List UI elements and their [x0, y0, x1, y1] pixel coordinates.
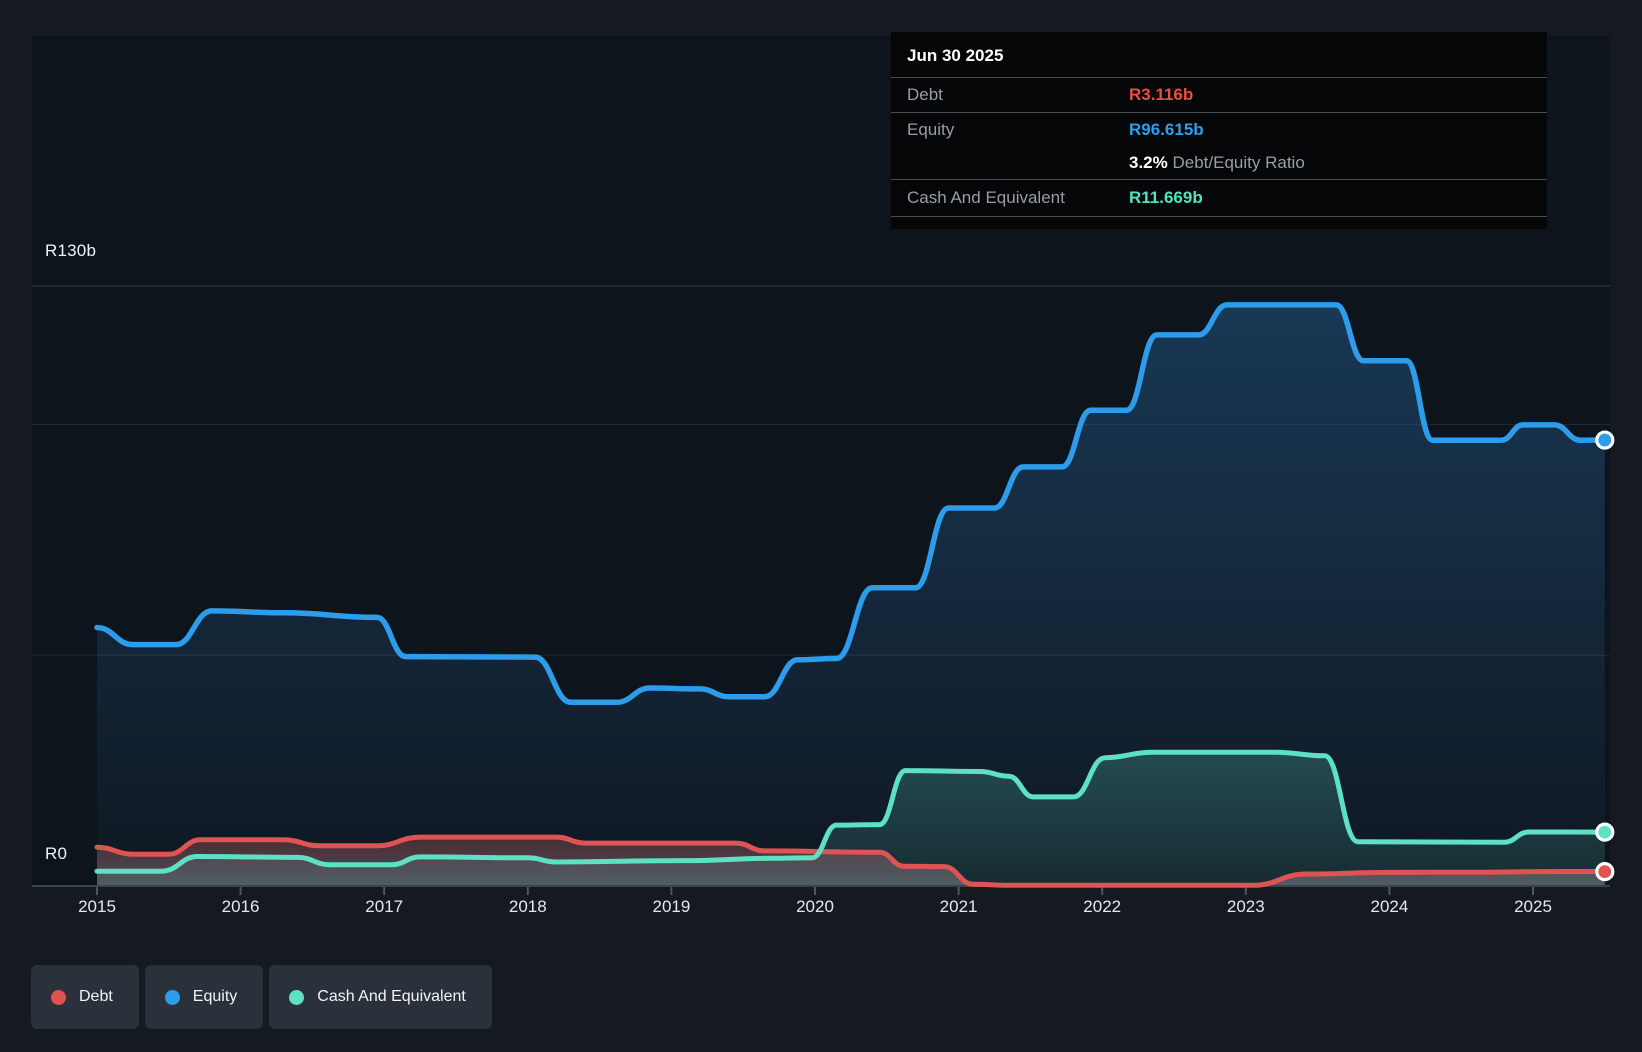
chart-legend: Debt Equity Cash And Equivalent	[31, 965, 492, 1029]
tooltip-debt-label: Debt	[907, 85, 943, 104]
tooltip-debt-value: R3.116b	[1129, 85, 1194, 104]
x-axis-label-2016: 2016	[222, 897, 260, 916]
legend-debt-label: Debt	[79, 988, 113, 1005]
tooltip-date: Jun 30 2025	[891, 32, 1547, 78]
y-axis-label-max: R130b	[45, 241, 97, 260]
y-axis-label-zero: R0	[45, 844, 68, 863]
x-axis-label-2021: 2021	[940, 897, 978, 916]
tooltip-row-cash: Cash And Equivalent R11.669b	[891, 180, 1547, 217]
legend-item-debt[interactable]: Debt	[31, 965, 139, 1029]
legend-equity-label: Equity	[192, 988, 238, 1005]
legend-item-equity[interactable]: Equity	[144, 965, 264, 1029]
tooltip-cash-value: R11.669b	[1129, 188, 1203, 207]
cash-line	[94, 749, 1608, 874]
equity-line	[94, 302, 1608, 706]
equity-area	[97, 304, 1605, 886]
equity-end-dot	[1595, 430, 1615, 450]
x-axis-label-2015: 2015	[78, 897, 116, 916]
debt-color-dot-icon	[51, 989, 66, 1005]
tooltip-ratio-text: 3.2% Debt/Equity Ratio	[1129, 153, 1305, 173]
x-axis-label-2019: 2019	[652, 897, 690, 916]
x-axis-label-2023: 2023	[1227, 897, 1265, 916]
x-axis-label-2017: 2017	[365, 897, 403, 916]
debt-line	[94, 834, 1608, 888]
tooltip-equity-label: Equity	[907, 120, 955, 139]
x-axis-label-2024: 2024	[1370, 897, 1408, 916]
chart-tooltip: Jun 30 2025 Debt R3.116b Equity R96.615b…	[891, 32, 1547, 229]
cash-end-dot	[1595, 822, 1615, 842]
legend-cash-label: Cash And Equivalent	[317, 988, 466, 1005]
equity-color-dot-icon	[164, 989, 180, 1005]
tooltip-row-debt: Debt R3.116b	[891, 78, 1547, 113]
x-axis-label-2022: 2022	[1083, 897, 1121, 916]
tooltip-row-equity: Equity R96.615b	[891, 113, 1547, 147]
tooltip-cash-label: Cash And Equivalent	[907, 188, 1065, 207]
tooltip-equity-value: R96.615b	[1129, 120, 1204, 139]
x-axis-label-2020: 2020	[796, 897, 834, 916]
legend-item-cash[interactable]: Cash And Equivalent	[269, 965, 492, 1029]
x-axis-label-2018: 2018	[509, 897, 547, 916]
x-axis-label-2025: 2025	[1514, 897, 1552, 916]
debt-area	[97, 837, 1605, 886]
cash-area	[97, 752, 1605, 886]
debt-end-dot	[1595, 862, 1615, 882]
tooltip-ratio-label: Debt/Equity Ratio	[1172, 153, 1305, 172]
tooltip-row-ratio: 3.2% Debt/Equity Ratio	[891, 147, 1547, 180]
tooltip-ratio-value: 3.2%	[1129, 153, 1168, 172]
cash-color-dot-icon	[289, 989, 305, 1005]
